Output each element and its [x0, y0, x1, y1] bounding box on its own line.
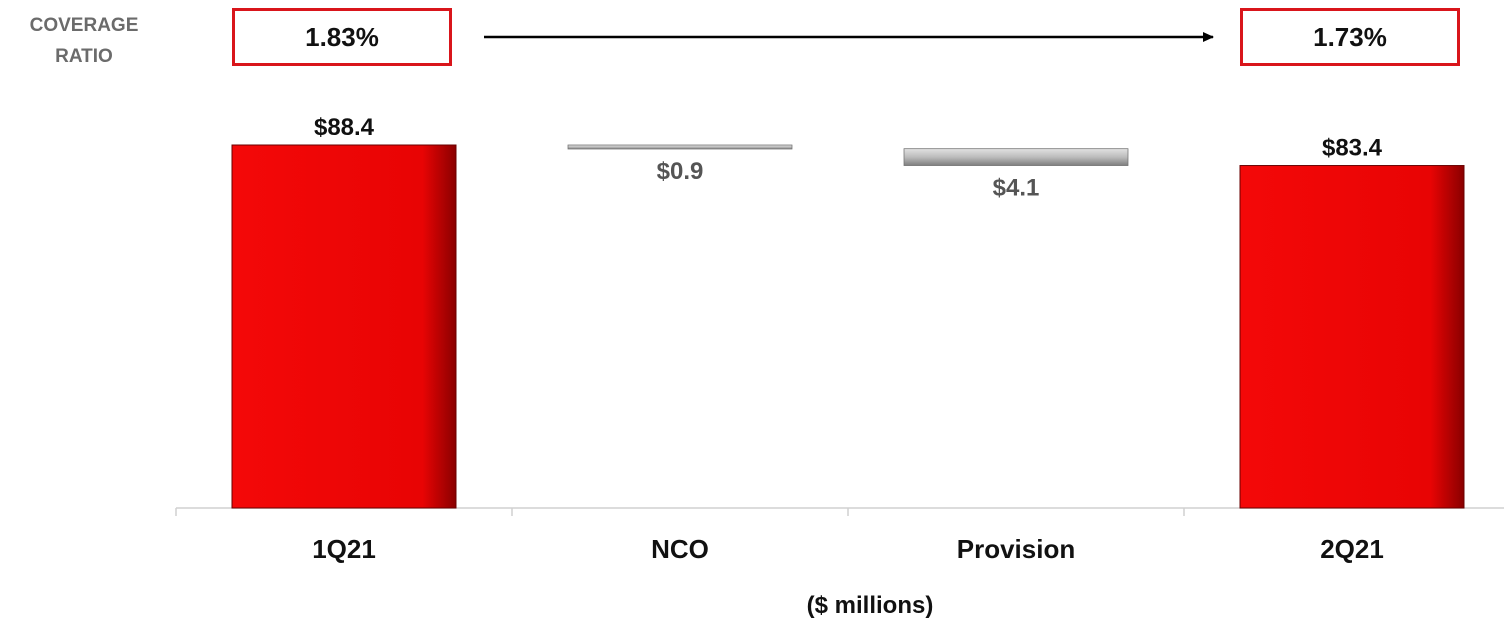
data-label-1q21: $88.4 [314, 114, 375, 141]
category-label-provision: Provision [957, 534, 1075, 564]
unit-label: ($ millions) [806, 592, 934, 619]
data-label-provision: $4.1 [993, 175, 1040, 202]
coverage-ratio-end-value: 1.73% [1313, 21, 1387, 52]
bar-nco [567, 144, 793, 150]
coverage-ratio-start-box: 1.83% [232, 8, 452, 66]
data-label-nco: $0.9 [657, 158, 704, 185]
bar-provision [903, 148, 1129, 166]
coverage-ratio-end-box: 1.73% [1240, 8, 1460, 66]
coverage-ratio-start-value: 1.83% [305, 21, 379, 52]
coverage-ratio-label-line2: RATIO [55, 46, 113, 67]
category-label-2q21: 2Q21 [1320, 534, 1384, 564]
coverage-ratio-label: COVERAGE RATIO [0, 10, 168, 72]
data-label-2q21: $83.4 [1322, 135, 1383, 162]
category-label-1q21: 1Q21 [312, 534, 376, 564]
bar-1q21 [231, 144, 457, 509]
bar-2q21 [1239, 165, 1465, 509]
coverage-ratio-label-line1: COVERAGE [29, 15, 139, 36]
category-label-nco: NCO [651, 534, 709, 564]
